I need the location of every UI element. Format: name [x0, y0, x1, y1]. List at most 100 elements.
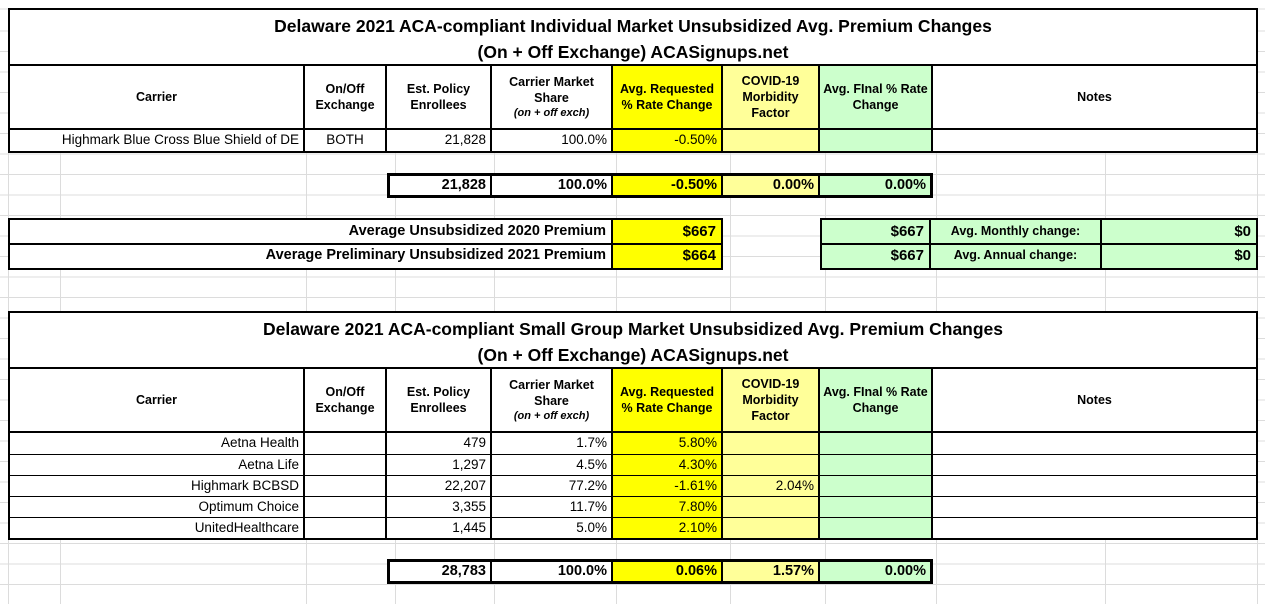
cell-requested[interactable]: 2.10% [613, 517, 723, 538]
small-group-table-title: Delaware 2021 ACA-compliant Small Group … [10, 313, 1256, 369]
cell-covid[interactable] [723, 454, 820, 475]
cell-final[interactable] [820, 130, 933, 151]
cell-requested[interactable]: 7.80% [613, 496, 723, 517]
gridline-vertical [1105, 8, 1106, 604]
cell-exchange[interactable] [305, 454, 387, 475]
cell-notes[interactable] [933, 475, 1256, 496]
column-header-covid: COVID-19 Morbidity Factor [723, 66, 820, 130]
cell-notes[interactable] [933, 454, 1256, 475]
cell-final[interactable] [820, 475, 933, 496]
cell-notes[interactable] [933, 517, 1256, 538]
cell-exchange[interactable] [305, 433, 387, 454]
cell-enrollees[interactable]: 21,828 [387, 130, 492, 151]
cell-share[interactable]: 4.5% [492, 454, 613, 475]
cell-enrollees[interactable]: 22,207 [387, 475, 492, 496]
cell-final[interactable] [820, 517, 933, 538]
cell-requested[interactable]: -0.50% [613, 130, 723, 151]
total-share[interactable]: 100.0% [492, 176, 613, 195]
individual-market-table: Delaware 2021 ACA-compliant Individual M… [8, 8, 1258, 153]
premium-row-label: Average Unsubsidized 2020 Premium [10, 220, 613, 243]
column-header-covid: COVID-19 Morbidity Factor [723, 369, 820, 433]
total-requested[interactable]: 0.06% [613, 562, 723, 581]
column-header-carrier: Carrier [10, 66, 305, 130]
cell-requested[interactable]: 4.30% [613, 454, 723, 475]
column-header-label: Notes [1077, 392, 1112, 407]
gridline-vertical [8, 8, 9, 604]
column-header-carrier: Carrier [10, 369, 305, 433]
gridline-vertical [494, 8, 495, 604]
cell-covid[interactable] [723, 130, 820, 151]
table-row: Aetna Health 479 1.7% 5.80% [10, 433, 1256, 454]
cell-carrier[interactable]: Optimum Choice [10, 496, 305, 517]
cell-final[interactable] [820, 454, 933, 475]
premium-change-value[interactable]: $0 [1234, 247, 1251, 264]
column-header-subtext: (on + off exch) [513, 107, 590, 120]
premium-change-value[interactable]: $0 [1234, 223, 1251, 240]
cell-requested[interactable]: 5.80% [613, 433, 723, 454]
cell-enrollees[interactable]: 1,445 [387, 517, 492, 538]
cell-carrier[interactable]: UnitedHealthcare [10, 517, 305, 538]
premium-requested-value[interactable]: $664 [613, 245, 721, 268]
cell-share[interactable]: 11.7% [492, 496, 613, 517]
cell-notes[interactable] [933, 433, 1256, 454]
cell-share[interactable]: 100.0% [492, 130, 613, 151]
cell-carrier[interactable]: Highmark Blue Cross Blue Shield of DE [10, 130, 305, 151]
table-row: UnitedHealthcare 1,445 5.0% 2.10% [10, 517, 1256, 538]
title-line-1: Delaware 2021 ACA-compliant Small Group … [262, 319, 1004, 339]
cell-share[interactable]: 77.2% [492, 475, 613, 496]
cell-exchange[interactable] [305, 496, 387, 517]
total-share[interactable]: 100.0% [492, 562, 613, 581]
cell-notes[interactable] [933, 496, 1256, 517]
individual-header-row: Carrier On/Off Exchange Est. Policy Enro… [10, 66, 1256, 130]
column-header-label: Carrier Market Share [509, 74, 594, 105]
column-header-enrollees: Est. Policy Enrollees [387, 369, 492, 433]
column-header-requested: Avg. Requested % Rate Change [613, 66, 723, 130]
total-covid[interactable]: 1.57% [723, 562, 820, 581]
cell-requested[interactable]: -1.61% [613, 475, 723, 496]
column-header-subtext: (on + off exch) [513, 410, 590, 423]
premium-final-value[interactable]: $667 [822, 220, 931, 243]
premium-final-value[interactable]: $667 [822, 245, 931, 268]
cell-carrier[interactable]: Highmark BCBSD [10, 475, 305, 496]
total-covid[interactable]: 0.00% [723, 176, 820, 195]
column-header-label: Est. Policy Enrollees [406, 384, 471, 415]
cell-covid[interactable] [723, 433, 820, 454]
title-line-2: (On + Off Exchange) ACASignups.net [477, 345, 789, 365]
premium-change-label: Avg. Annual change: [931, 245, 1102, 268]
cell-carrier[interactable]: Aetna Health [10, 433, 305, 454]
cell-covid[interactable] [723, 496, 820, 517]
total-enrollees[interactable]: 21,828 [390, 176, 492, 195]
title-line-1: Delaware 2021 ACA-compliant Individual M… [274, 16, 992, 36]
cell-share[interactable]: 1.7% [492, 433, 613, 454]
cell-exchange[interactable] [305, 475, 387, 496]
cell-share[interactable]: 5.0% [492, 517, 613, 538]
cell-covid[interactable]: 2.04% [723, 475, 820, 496]
cell-notes[interactable] [933, 130, 1256, 151]
total-enrollees[interactable]: 28,783 [390, 562, 492, 581]
premium-row-2020: Average Unsubsidized 2020 Premium $667 $… [8, 218, 1265, 245]
cell-enrollees[interactable]: 479 [387, 433, 492, 454]
cell-enrollees[interactable]: 1,297 [387, 454, 492, 475]
gridline-vertical [306, 8, 307, 604]
cell-final[interactable] [820, 496, 933, 517]
cell-final[interactable] [820, 433, 933, 454]
premium-row-label: Average Preliminary Unsubsidized 2021 Pr… [10, 245, 613, 268]
cell-exchange[interactable]: BOTH [305, 130, 387, 151]
cell-covid[interactable] [723, 517, 820, 538]
column-header-label: Notes [1077, 89, 1112, 104]
cell-carrier[interactable]: Aetna Life [10, 454, 305, 475]
premium-final-box: $667 Avg. Monthly change: $0 [820, 218, 1258, 245]
column-header-label: Carrier [136, 392, 177, 407]
total-requested[interactable]: -0.50% [613, 176, 723, 195]
cell-exchange[interactable] [305, 517, 387, 538]
individual-table-title: Delaware 2021 ACA-compliant Individual M… [10, 10, 1256, 66]
total-final[interactable]: 0.00% [820, 562, 930, 581]
premium-summary: Average Unsubsidized 2020 Premium $667 $… [8, 218, 1265, 270]
cell-enrollees[interactable]: 3,355 [387, 496, 492, 517]
total-final[interactable]: 0.00% [820, 176, 930, 195]
column-header-label: Avg. FInal % Rate Change [823, 384, 928, 415]
premium-requested-value[interactable]: $667 [613, 220, 721, 243]
column-header-label: Avg. Requested % Rate Change [619, 81, 714, 112]
column-header-label: Carrier [136, 89, 177, 104]
premium-row-2021: Average Preliminary Unsubsidized 2021 Pr… [8, 245, 1265, 270]
